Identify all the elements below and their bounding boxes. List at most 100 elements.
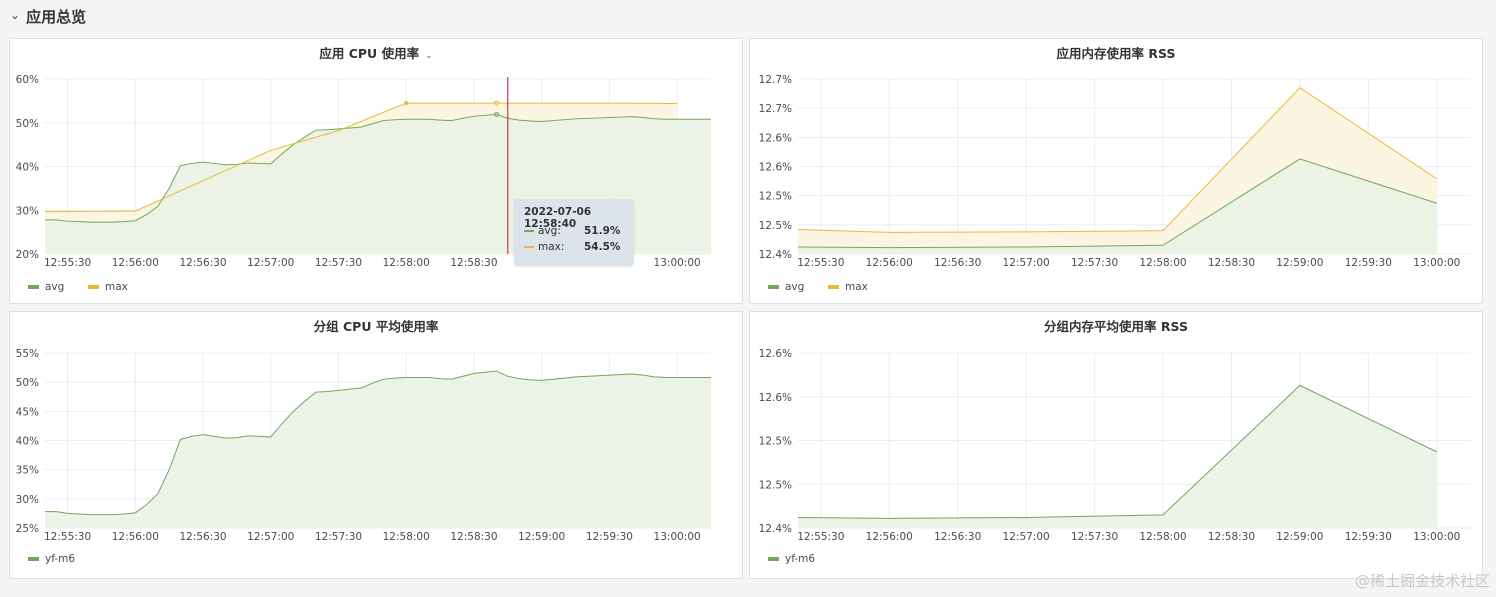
x-tick-label: 12:56:30 (179, 531, 226, 543)
legend-swatch[interactable] (768, 557, 779, 561)
y-tick-label: 12.5% (759, 220, 792, 232)
x-tick-label: 12:57:00 (247, 531, 294, 543)
x-tick-label: 12:59:00 (518, 531, 565, 543)
tooltip-series-value: 54.5% (584, 241, 621, 253)
x-tick-label: 12:57:00 (1003, 531, 1050, 543)
x-tick-label: 12:56:30 (179, 257, 226, 269)
legend-label[interactable]: avg (45, 281, 64, 293)
x-tick-label: 12:58:00 (383, 531, 430, 543)
x-tick-label: 12:59:30 (1345, 257, 1392, 269)
tooltip-time: 2022-07-06 12:58:40 (524, 206, 592, 230)
x-tick-label: 12:56:30 (934, 257, 981, 269)
panel-title-text: 应用内存使用率 RSS (1056, 46, 1176, 61)
point-max (404, 101, 409, 106)
y-tick-label: 12.4% (759, 249, 792, 261)
chevron-down-icon[interactable]: ⌄ (425, 51, 433, 61)
y-tick-label: 45% (16, 406, 39, 418)
x-tick-label: 12:57:30 (1071, 531, 1118, 543)
x-tick-label: 12:59:30 (586, 531, 633, 543)
panel-title[interactable]: 分组 CPU 平均使用率 (10, 316, 742, 335)
panel-title-text: 应用 CPU 使用率 (319, 46, 420, 61)
x-tick-label: 12:58:30 (1208, 257, 1255, 269)
x-tick-label: 12:56:00 (112, 531, 159, 543)
tooltip-series-name: max: (538, 241, 565, 253)
x-tick-label: 12:57:00 (247, 257, 294, 269)
legend-label[interactable]: max (845, 281, 868, 293)
tooltip-row-avg: avg: 51.9% (524, 225, 620, 237)
x-tick-label: 12:55:30 (44, 531, 91, 543)
y-tick-label: 30% (16, 494, 39, 506)
panel-group-cpu-avg[interactable]: 分组 CPU 平均使用率 55% 50% 45% 40% 35% 30% 25% 12:55:… (9, 311, 743, 579)
x-tick-label: 12:58:00 (1139, 531, 1186, 543)
hover-point-avg (494, 111, 500, 117)
series-line-max (797, 87, 1438, 233)
y-tick-label: 12.5% (759, 436, 792, 448)
watermark: @稀土掘金技术社区 (1354, 572, 1490, 590)
x-tick-label: 12:57:00 (1003, 257, 1050, 269)
panel-title-text: 分组 CPU 平均使用率 (313, 319, 439, 334)
chart-tooltip: 2022-07-06 12:58:40 avg: 51.9% max: 54.5… (514, 199, 634, 266)
x-tick-label: 12:56:30 (934, 531, 981, 543)
chevron-down-icon: ⌄ (10, 8, 21, 22)
series-area-yf-m6 (798, 385, 1437, 528)
y-tick-label: 12.5% (759, 191, 792, 203)
series-line-yf-m6 (45, 370, 711, 516)
x-tick-label: 12:55:30 (797, 531, 844, 543)
legend-label[interactable]: max (105, 281, 128, 293)
x-tick-label: 12:57:30 (315, 531, 362, 543)
tooltip-row-max: max: 54.5% (524, 241, 620, 253)
panel-app-cpu[interactable]: 应用 CPU 使用率 ⌄ 60% 50% 40% 30% 20% 12:55:30 12:56… (9, 38, 743, 304)
series-area-avg (798, 158, 1437, 254)
legend-label[interactable]: yf-m6 (785, 553, 815, 565)
legend-swatch[interactable] (88, 285, 99, 289)
y-tick-label: 12.6% (759, 392, 792, 404)
series-line-max (44, 102, 678, 213)
panel-title[interactable]: 应用内存使用率 RSS (750, 43, 1482, 62)
panel-title[interactable]: 分组内存平均使用率 RSS (750, 316, 1482, 335)
series-line-avg (45, 113, 711, 223)
x-tick-label: 12:56:00 (112, 257, 159, 269)
legend-label[interactable]: yf-m6 (45, 553, 75, 565)
x-tick-label: 12:56:00 (866, 257, 913, 269)
y-tick-label: 50% (16, 118, 39, 130)
legend-swatch[interactable] (768, 285, 779, 289)
x-tick-label: 12:57:30 (315, 257, 362, 269)
row-title: 应用总览 (26, 7, 87, 26)
y-tick-label: 40% (16, 162, 39, 174)
y-tick-label: 12.6% (759, 162, 792, 174)
series-line-avg (797, 158, 1437, 249)
x-tick-label: 12:59:30 (1345, 531, 1392, 543)
y-tick-label: 30% (16, 205, 39, 217)
x-tick-label: 12:55:30 (797, 257, 844, 269)
legend-swatch[interactable] (28, 557, 39, 561)
legend-label[interactable]: avg (785, 281, 804, 293)
x-tick-label: 12:59:00 (1276, 531, 1323, 543)
y-tick-label: 40% (16, 436, 39, 448)
series-line-yf-m6 (797, 384, 1437, 519)
chart-svg: 12.7% 12.7% 12.6% 12.6% 12.5% 12.5% 12.4% 12:55… (759, 74, 1471, 293)
x-tick-label: 12:58:00 (383, 257, 430, 269)
y-tick-label: 55% (16, 348, 39, 360)
row-collapse-toggle[interactable]: ⌄ 应用总览 (10, 4, 86, 28)
legend-swatch[interactable] (828, 285, 839, 289)
y-tick-label: 20% (16, 249, 39, 261)
panel-title[interactable]: 应用 CPU 使用率 ⌄ (10, 43, 742, 62)
legend-swatch (524, 230, 534, 232)
x-tick-label: 12:58:30 (1208, 531, 1255, 543)
hover-point-max (494, 100, 500, 106)
x-tick-label: 12:56:00 (866, 531, 913, 543)
y-tick-label: 12.4% (759, 523, 792, 535)
chart-svg: 12.6% 12.6% 12.5% 12.5% 12.4% 12:55:30 12:56:0… (759, 348, 1471, 565)
x-tick-label: 13:00:00 (654, 531, 701, 543)
y-tick-label: 25% (16, 523, 39, 535)
x-tick-label: 13:00:00 (654, 257, 701, 269)
panel-group-memory-rss[interactable]: 分组内存平均使用率 RSS 12.6% 12.6% 12.5% 12.5% 12.4% 1… (749, 311, 1483, 579)
legend-swatch[interactable] (28, 285, 39, 289)
y-tick-label: 35% (16, 465, 39, 477)
x-tick-label: 12:58:30 (450, 531, 497, 543)
x-tick-label: 12:55:30 (44, 257, 91, 269)
tooltip-series-name: avg: (538, 225, 561, 237)
x-tick-label: 12:57:30 (1071, 257, 1118, 269)
y-tick-label: 12.7% (759, 74, 792, 86)
panel-app-memory-rss[interactable]: 应用内存使用率 RSS 12.7% 12.7% 12.6% 12.6% 12.5% 12.… (749, 38, 1483, 304)
